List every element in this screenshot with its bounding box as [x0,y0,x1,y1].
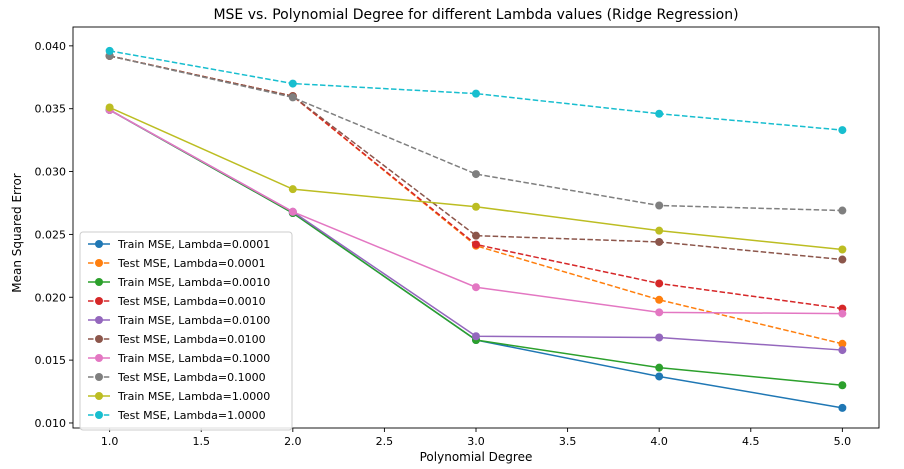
data-point [472,170,480,179]
data-point [655,295,664,304]
plot-area [105,46,847,412]
data-point [288,185,297,194]
y-tick-label: 0.035 [35,103,67,116]
legend-marker [95,240,103,248]
legend-marker [95,335,103,343]
legend-marker [95,411,103,419]
legend-entry: Train MSE, Lambda=1.0000 [88,390,270,403]
x-tick-label: 2.0 [284,435,302,448]
legend-marker [95,316,103,324]
legend-label: Train MSE, Lambda=1.0000 [117,390,270,403]
legend-marker [95,297,103,305]
legend-marker [95,278,103,286]
legend-entry: Train MSE, Lambda=0.1000 [88,352,270,365]
data-point [655,201,664,210]
data-point [472,89,480,98]
legend-marker [95,259,103,267]
legend-label: Test MSE, Lambda=0.1000 [117,371,266,384]
data-point [472,240,480,249]
y-tick-label: 0.025 [35,228,67,241]
legend-label: Test MSE, Lambda=0.0100 [117,333,266,346]
data-point [655,308,664,317]
data-point [472,202,480,211]
legend-entry: Train MSE, Lambda=0.0100 [88,314,270,327]
y-tick-label: 0.040 [35,40,67,53]
axes: 1.0 1.5 2.0 2.5 3.0 3.5 4.0 4.5 5.0 0.010 0.015 0.0… [35,26,880,448]
data-point [288,93,297,102]
legend-entry: Test MSE, Lambda=0.1000 [88,371,266,384]
data-point [472,283,480,292]
legend-label: Train MSE, Lambda=0.0100 [117,314,270,327]
data-point [838,126,847,135]
x-tick-label: 2.5 [376,435,394,448]
data-point [655,333,664,342]
legend: Train MSE, Lambda=0.0001 Test MSE, Lambda… [79,231,293,431]
y-axis-label: Mean Squared Error [10,173,24,293]
x-tick-label: 5.0 [834,435,852,448]
data-point [655,363,664,372]
series-line [109,55,843,212]
y-tick-label: 0.030 [35,166,67,179]
series-line [109,106,843,251]
y-tick-label: 0.020 [35,291,67,304]
series-line [109,55,843,261]
series-8 [105,103,847,254]
data-point [838,309,847,318]
x-tick-label: 4.5 [742,435,760,448]
legend-label: Test MSE, Lambda=1.0000 [117,409,266,422]
x-tick-label: 1.0 [101,435,119,448]
legend-marker [95,392,103,400]
legend-entry: Test MSE, Lambda=0.0010 [88,295,266,308]
legend-marker [95,354,103,362]
x-axis-label: Polynomial Degree [420,450,533,464]
x-tick-label: 3.5 [559,435,577,448]
legend-label: Train MSE, Lambda=0.0001 [117,238,270,251]
data-point [655,226,664,235]
data-point [838,206,847,215]
legend-label: Test MSE, Lambda=0.0010 [117,295,266,308]
legend-entry: Test MSE, Lambda=0.0001 [88,257,266,270]
legend-label: Train MSE, Lambda=0.0010 [117,276,270,289]
data-point [472,332,480,341]
data-point [838,339,847,348]
y-tick-label: 0.015 [35,354,67,367]
series-7 [105,51,847,215]
legend-marker [95,373,103,381]
x-tick-label: 1.5 [192,435,210,448]
data-point [655,372,664,381]
data-point [655,109,664,118]
legend-entry: Train MSE, Lambda=0.0010 [88,276,270,289]
data-point [105,103,114,112]
y-tick-label: 0.010 [35,417,67,430]
data-point [838,245,847,254]
series-9 [105,46,847,135]
series-6 [105,105,847,318]
legend-label: Test MSE, Lambda=0.0001 [117,257,266,270]
data-point [655,279,664,288]
legend-entry: Test MSE, Lambda=1.0000 [88,409,266,422]
legend-entry: Test MSE, Lambda=0.0100 [88,333,266,346]
legend-label: Train MSE, Lambda=0.1000 [117,352,270,365]
legend-entry: Train MSE, Lambda=0.0001 [88,238,270,251]
data-point [288,79,297,88]
x-tick-label: 4.0 [650,435,668,448]
data-point [838,346,847,355]
chart-title: MSE vs. Polynomial Degree for different … [213,7,738,23]
data-point [838,255,847,264]
data-point [105,46,114,55]
data-point [838,381,847,390]
legend-box [79,231,293,431]
x-tick-label: 3.0 [467,435,485,448]
data-point [838,403,847,412]
data-point [288,207,297,216]
data-point [655,237,664,246]
data-point [472,231,480,240]
